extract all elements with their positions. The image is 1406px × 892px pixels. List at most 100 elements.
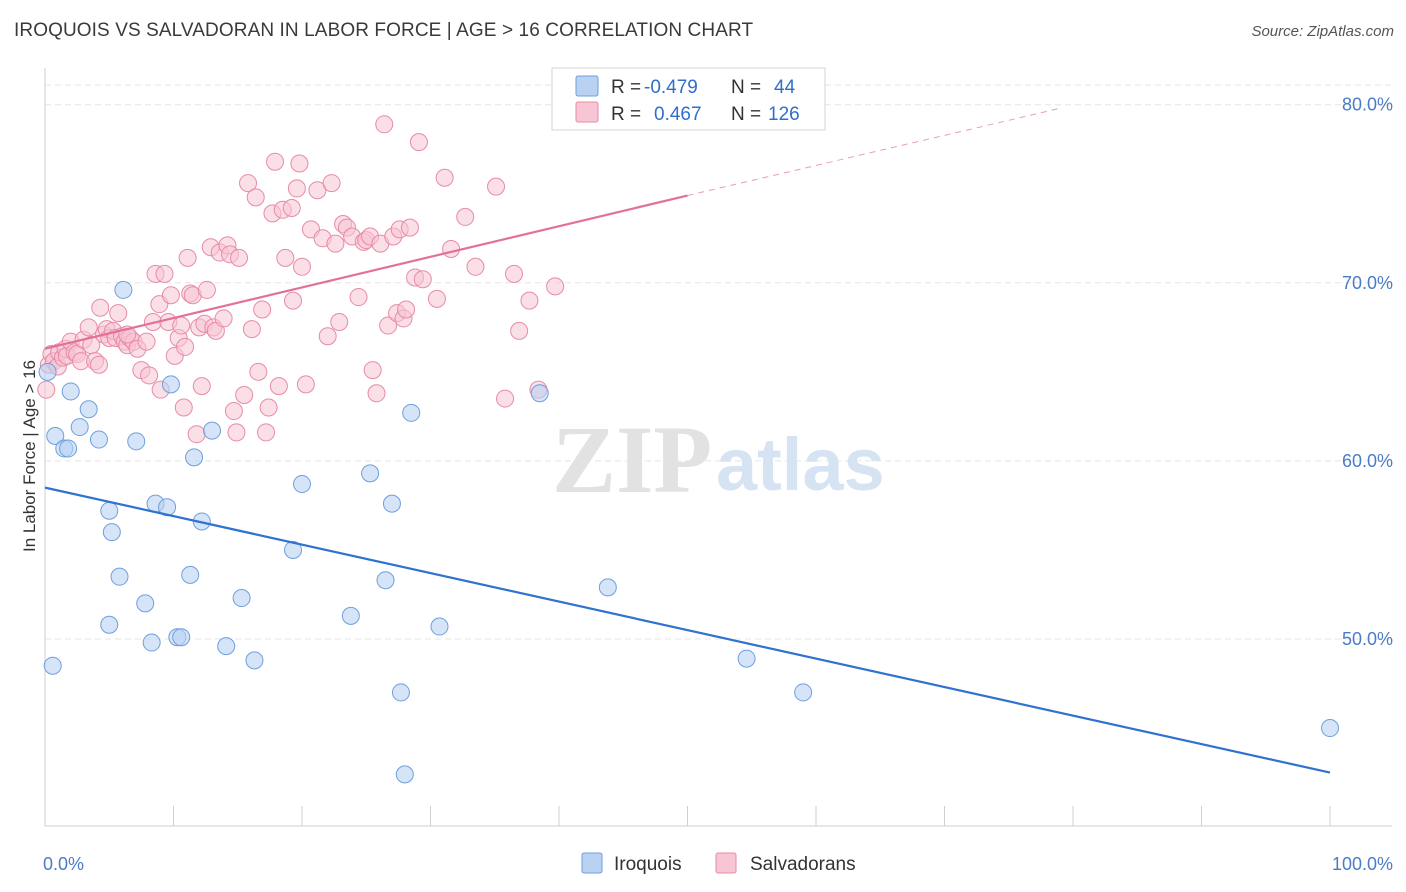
trend-lines [44,107,1331,774]
salvadorans-point [246,188,265,207]
grid-lines [45,84,1392,640]
iroquois-point [70,418,89,437]
legend-r-value-iroquois: -0.479 [644,77,698,98]
salvadorans-point [442,239,461,258]
salvadorans-point [282,199,301,218]
iroquois-point [395,765,414,784]
salvadorans-point [178,248,197,267]
x-tick-label: 0.0% [43,854,84,874]
iroquois-point [1321,719,1339,738]
iroquois-point [181,565,200,584]
iroquois-point [391,683,410,702]
salvadorans-point [290,154,309,173]
x-tick-label: 100.0% [1332,854,1393,874]
iroquois-point [217,637,236,656]
salvadorans-point [510,321,529,340]
iroquois-point [376,571,395,590]
salvadorans-point [276,248,295,267]
y-tick-label: 70.0% [1342,273,1393,293]
y-tick-labels: 50.0% 60.0% 70.0% 80.0% [1342,95,1393,649]
salvadorans-point [287,179,306,198]
legend-r-label-salvadorans: R = [611,104,641,125]
iroquois-point [598,578,617,597]
legend-iroquois-swatch [581,852,603,874]
iroquois-point [100,615,119,634]
legend-n-label-salvadorans: N = [731,104,761,125]
salvadorans-point [505,264,524,283]
iroquois-point [794,683,813,702]
iroquois-point [79,400,98,419]
y-axis-label: In Labor Force | Age > 16 [20,360,39,552]
iroquois-point [46,426,65,445]
salvadorans-points [37,115,565,444]
iroquois-point [361,464,380,483]
salvadorans-point [259,398,278,417]
salvadorans-point [37,380,56,399]
iroquois-point [737,649,756,668]
salvadorans-point [435,168,454,187]
salvadorans-point [318,327,337,346]
salvadorans-point [176,337,195,356]
salvadorans-point [214,309,233,328]
salvadorans-point [379,316,398,335]
stats-legend: R = -0.479 N = 44 R = 0.467 N = 126 [551,67,826,131]
salvadorans-point [257,423,276,442]
salvadorans-point [266,152,285,171]
salvadorans-point [546,277,565,296]
legend-n-value-iroquois: 44 [774,77,796,98]
iroquois-point [172,628,191,647]
x-tick-labels: 0.0% 100.0% [43,854,1393,874]
iroquois-point [161,375,180,394]
legend-iroquois-label: Iroquois [614,854,682,875]
iroquois-point [232,589,251,608]
legend-r-label-iroquois: R = [611,77,641,98]
salvadorans-point [413,270,432,289]
series-legend: Iroquois Salvadorans [581,852,856,875]
salvadorans-point [269,377,288,396]
salvadorans-point [109,304,128,323]
salvadorans-point [296,375,315,394]
salvadorans-point [155,264,174,283]
iroquois-point [61,382,80,401]
salvadorans-point [239,174,258,193]
salvadorans-point [520,291,539,310]
salvadorans-point [466,257,485,276]
salvadorans-point [235,386,254,405]
legend-r-value-salvadorans: 0.467 [654,104,702,125]
iroquois-point [110,567,129,586]
salvadorans-point [253,300,272,319]
salvadorans-point [349,288,368,307]
iroquois-point [185,448,204,467]
iroquois-swatch [575,75,599,97]
salvadorans-point [242,320,261,339]
salvadorans-point [427,289,446,308]
iroquois-point [89,430,108,449]
salvadorans-point [249,362,268,381]
iroquois-point [38,362,57,381]
iroquois-point [402,403,421,422]
iroquois-point [430,617,449,636]
salvadorans-point [91,298,110,317]
salvadorans-point [140,366,159,385]
watermark-zip: ZIP [552,406,712,513]
source-label: Source: ZipAtlas.com [1251,23,1394,40]
salvadorans-point [172,316,191,335]
salvadorans-point [161,286,180,305]
y-tick-label: 80.0% [1342,95,1393,115]
iroquois-point [284,540,303,559]
iroquois-point [127,432,146,451]
salvadorans-point [330,312,349,331]
legend-n-value-salvadorans: 126 [768,104,800,125]
salvadorans-point [322,174,341,193]
salvadorans-point [227,423,246,442]
salvadorans-point [137,332,156,351]
watermark: ZIP atlas [552,406,885,513]
salvadorans-point [293,257,311,276]
salvadorans-point [375,115,394,134]
salvadorans-point [284,291,303,310]
iroquois-point [293,475,311,494]
salvadorans-point [409,133,428,152]
iroquois-point [382,494,401,513]
salvadorans-trend-line [44,194,688,350]
